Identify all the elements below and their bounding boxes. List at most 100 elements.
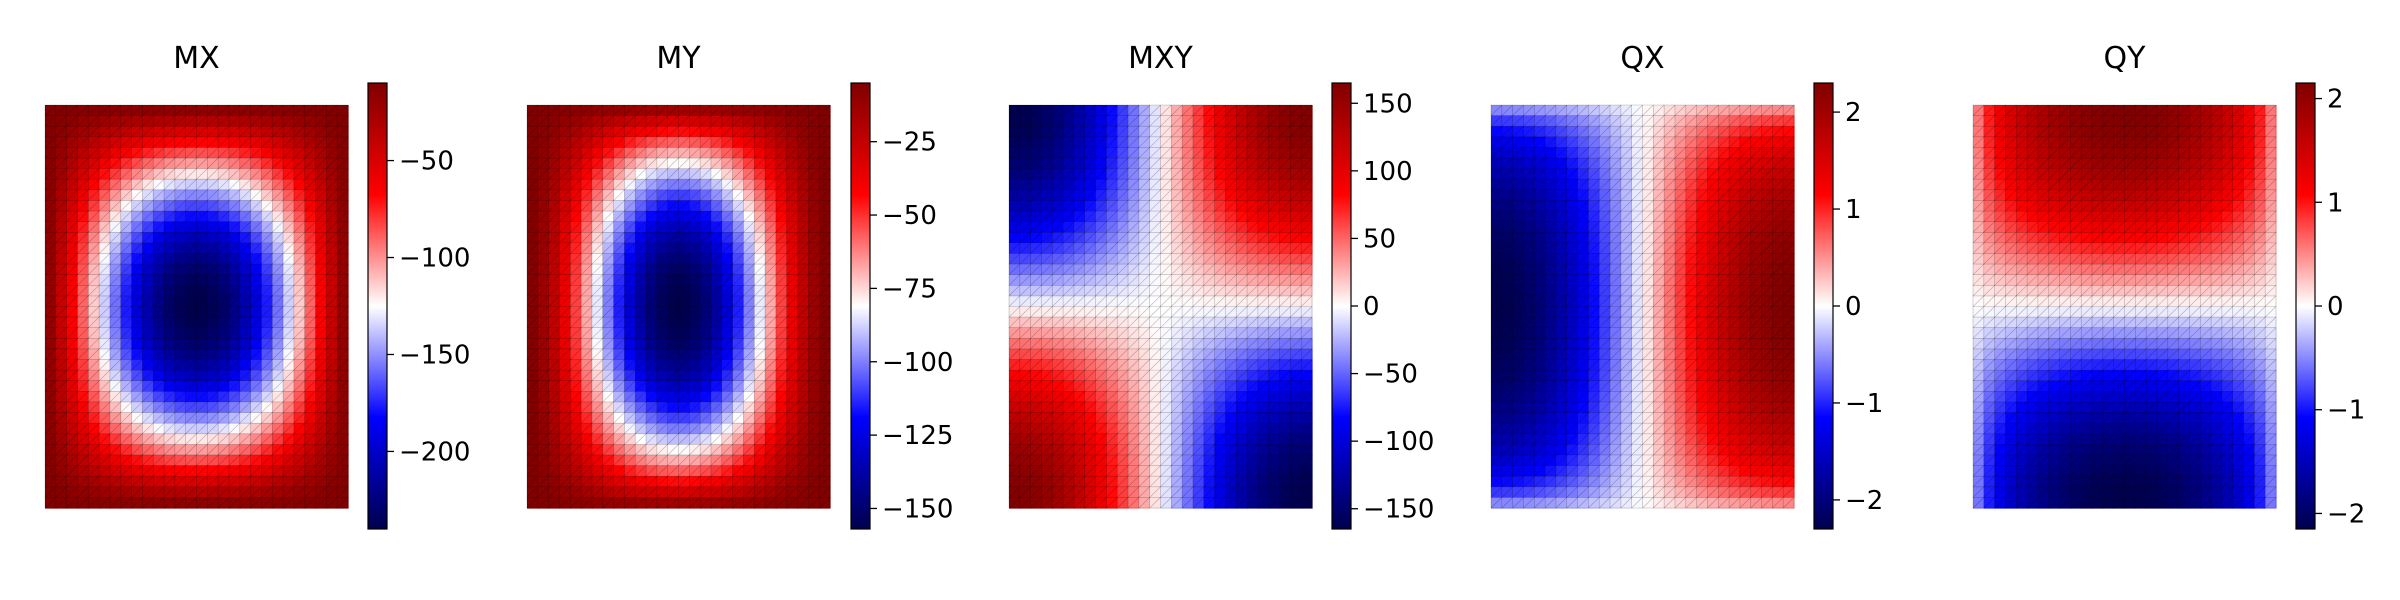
mesh-diagonal xyxy=(304,306,316,318)
heatmap-cell xyxy=(66,189,79,202)
heatmap-cell xyxy=(304,338,317,350)
heatmap-cell xyxy=(293,232,306,244)
mesh-diagonal xyxy=(131,274,143,286)
mesh-diagonal xyxy=(293,422,305,434)
mesh-diagonal xyxy=(689,200,701,212)
heatmap-cell xyxy=(1225,158,1237,170)
heatmap-cell xyxy=(1247,200,1259,212)
mesh-diagonal xyxy=(109,189,121,201)
mesh-diagonal xyxy=(131,316,143,328)
heatmap-cell xyxy=(185,189,198,202)
heatmap-cell xyxy=(732,433,745,445)
heatmap-cell xyxy=(743,221,755,233)
mesh-diagonal xyxy=(44,391,57,403)
mesh-diagonal xyxy=(228,295,240,307)
mesh-diagonal xyxy=(261,486,273,498)
mesh-diagonal xyxy=(336,338,349,350)
heatmap-cell xyxy=(337,348,349,361)
mesh-diagonal xyxy=(66,497,78,509)
heatmap-cell xyxy=(174,221,187,233)
heatmap-cell xyxy=(120,497,133,509)
mesh-diagonal xyxy=(282,306,295,318)
heatmap-cell xyxy=(743,211,755,223)
heatmap-cell xyxy=(1192,253,1205,265)
heatmap-cell xyxy=(88,327,100,339)
mesh-diagonal xyxy=(678,210,690,222)
heatmap-cell xyxy=(1084,285,1097,297)
mesh-diagonal xyxy=(315,263,327,275)
heatmap-cell xyxy=(624,433,636,445)
heatmap-cell xyxy=(754,274,766,286)
mesh-diagonal xyxy=(537,200,549,212)
heatmap-cell xyxy=(537,380,550,392)
mesh-diagonal xyxy=(196,433,208,445)
mesh-diagonal xyxy=(775,136,787,148)
heatmap-cell xyxy=(646,497,658,509)
heatmap-cell xyxy=(174,158,187,170)
heatmap-cell xyxy=(678,359,690,371)
heatmap-cell xyxy=(164,370,176,382)
heatmap-cell xyxy=(797,147,809,159)
mesh-diagonal xyxy=(196,412,208,424)
heatmap-cell xyxy=(196,232,208,244)
heatmap-cell xyxy=(602,115,615,127)
heatmap-cell xyxy=(1214,306,1227,318)
heatmap-cell xyxy=(293,412,306,424)
mesh-diagonal xyxy=(315,157,327,169)
mesh-diagonal xyxy=(808,147,820,159)
heatmap-cell xyxy=(315,401,327,414)
heatmap-cell xyxy=(1257,147,1270,159)
heatmap-cell xyxy=(678,486,690,498)
mesh-diagonal xyxy=(315,147,327,159)
heatmap-cell xyxy=(304,454,317,467)
heatmap-cell xyxy=(250,338,263,350)
mesh-diagonal xyxy=(153,338,165,350)
mesh-diagonal xyxy=(678,179,690,191)
heatmap-cell xyxy=(1203,158,1216,170)
mesh-diagonal xyxy=(98,401,111,413)
heatmap-cell xyxy=(646,338,658,350)
mesh-diagonal xyxy=(808,104,820,116)
mesh-diagonal xyxy=(548,179,560,191)
heatmap-cell xyxy=(667,327,680,339)
mesh-diagonal xyxy=(808,157,820,169)
mesh-diagonal xyxy=(142,444,154,456)
heatmap-cell xyxy=(1084,306,1097,318)
heatmap-cell xyxy=(613,380,625,392)
mesh-diagonal xyxy=(207,401,219,413)
heatmap-cell xyxy=(1160,136,1172,149)
heatmap-cell xyxy=(218,465,230,477)
heatmap-cell xyxy=(1171,179,1183,191)
heatmap-cell xyxy=(55,232,68,244)
heatmap-cell xyxy=(1073,200,1086,212)
heatmap-cell xyxy=(283,115,295,127)
mesh-diagonal xyxy=(764,136,777,148)
heatmap-cell xyxy=(272,465,284,477)
heatmap-cell xyxy=(754,264,766,276)
mesh-diagonal xyxy=(678,157,690,169)
heatmap-cell xyxy=(315,476,327,488)
heatmap-cell xyxy=(55,189,68,202)
heatmap-cell xyxy=(218,497,230,509)
heatmap-cell xyxy=(120,391,133,403)
heatmap-cell xyxy=(646,454,658,467)
heatmap-cell xyxy=(1030,189,1043,202)
heatmap-cell xyxy=(570,105,582,117)
heatmap-cell xyxy=(656,179,669,191)
heatmap-cell xyxy=(185,295,198,308)
heatmap-cell xyxy=(304,136,317,149)
heatmap-cell xyxy=(164,497,176,509)
heatmap-cell xyxy=(1279,253,1291,265)
heatmap-cell xyxy=(218,348,230,361)
heatmap-cell xyxy=(304,147,317,159)
heatmap-cell xyxy=(1247,211,1259,223)
mesh-diagonal xyxy=(55,232,67,244)
heatmap-cell xyxy=(1257,285,1270,297)
mesh-diagonal xyxy=(667,200,679,212)
heatmap-cell xyxy=(337,179,349,191)
heatmap-cell xyxy=(1192,179,1205,191)
heatmap-cell xyxy=(527,391,539,403)
mesh-diagonal xyxy=(185,125,197,138)
heatmap-cell xyxy=(678,158,690,170)
heatmap-cell xyxy=(174,295,187,308)
